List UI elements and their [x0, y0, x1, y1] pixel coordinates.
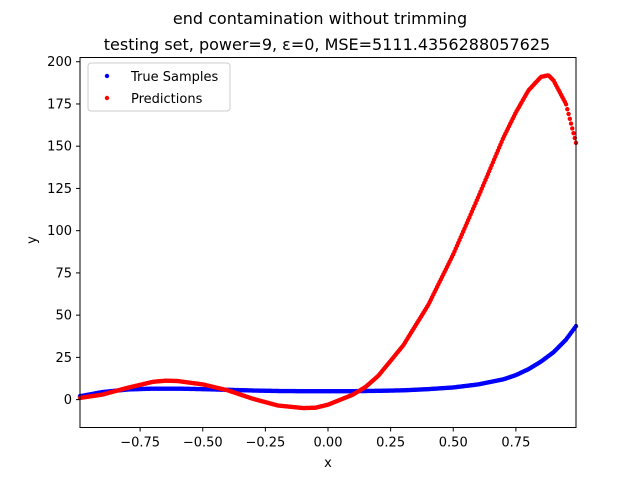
plot-area — [77, 73, 579, 411]
x-tick-label: 0.00 — [314, 436, 343, 451]
x-axis: −0.75 −0.50 −0.25 0.00 0.25 0.50 0.75 — [120, 427, 530, 451]
legend: True Samples Predictions — [87, 62, 231, 112]
x-tick-label: 0.50 — [439, 436, 468, 451]
data-point-predictions — [570, 126, 575, 131]
x-tick-label: −0.25 — [245, 436, 285, 451]
y-tick-label: 200 — [47, 55, 72, 70]
y-tick-label: 125 — [47, 182, 72, 197]
legend-marker-predictions — [104, 95, 110, 101]
data-point-predictions — [567, 116, 572, 121]
data-point-predictions — [563, 102, 569, 107]
chart-title: end contamination without trimming — [173, 9, 467, 28]
legend-label-true-samples: True Samples — [130, 70, 218, 85]
x-tick-label: 0.75 — [501, 436, 530, 451]
x-axis-label: x — [324, 456, 332, 471]
y-axis-label: y — [25, 236, 40, 244]
legend-box — [87, 62, 231, 112]
chart-subtitle: testing set, power=9, ε=0, MSE=5111.4356… — [104, 35, 550, 54]
y-tick-label: 0 — [64, 393, 72, 408]
y-tick-label: 25 — [55, 351, 72, 366]
y-axis: 0 25 50 75 100 125 150 175 200 — [47, 55, 80, 408]
data-point-predictions — [571, 131, 576, 136]
legend-label-predictions: Predictions — [131, 92, 203, 107]
legend-marker-true-samples — [104, 73, 110, 79]
x-tick-label: −0.50 — [183, 436, 223, 451]
data-point-predictions — [568, 121, 574, 126]
y-tick-label: 100 — [47, 224, 72, 239]
x-tick-label: 0.25 — [376, 436, 405, 451]
series-predictions — [77, 73, 579, 411]
x-tick-label: −0.75 — [120, 436, 160, 451]
plot-frame — [79, 57, 577, 428]
y-tick-label: 75 — [55, 266, 72, 281]
y-tick-label: 175 — [47, 97, 72, 112]
data-point-predictions — [565, 106, 570, 112]
y-tick-label: 150 — [47, 140, 72, 155]
data-point-predictions — [566, 111, 571, 117]
y-tick-label: 50 — [55, 309, 72, 324]
